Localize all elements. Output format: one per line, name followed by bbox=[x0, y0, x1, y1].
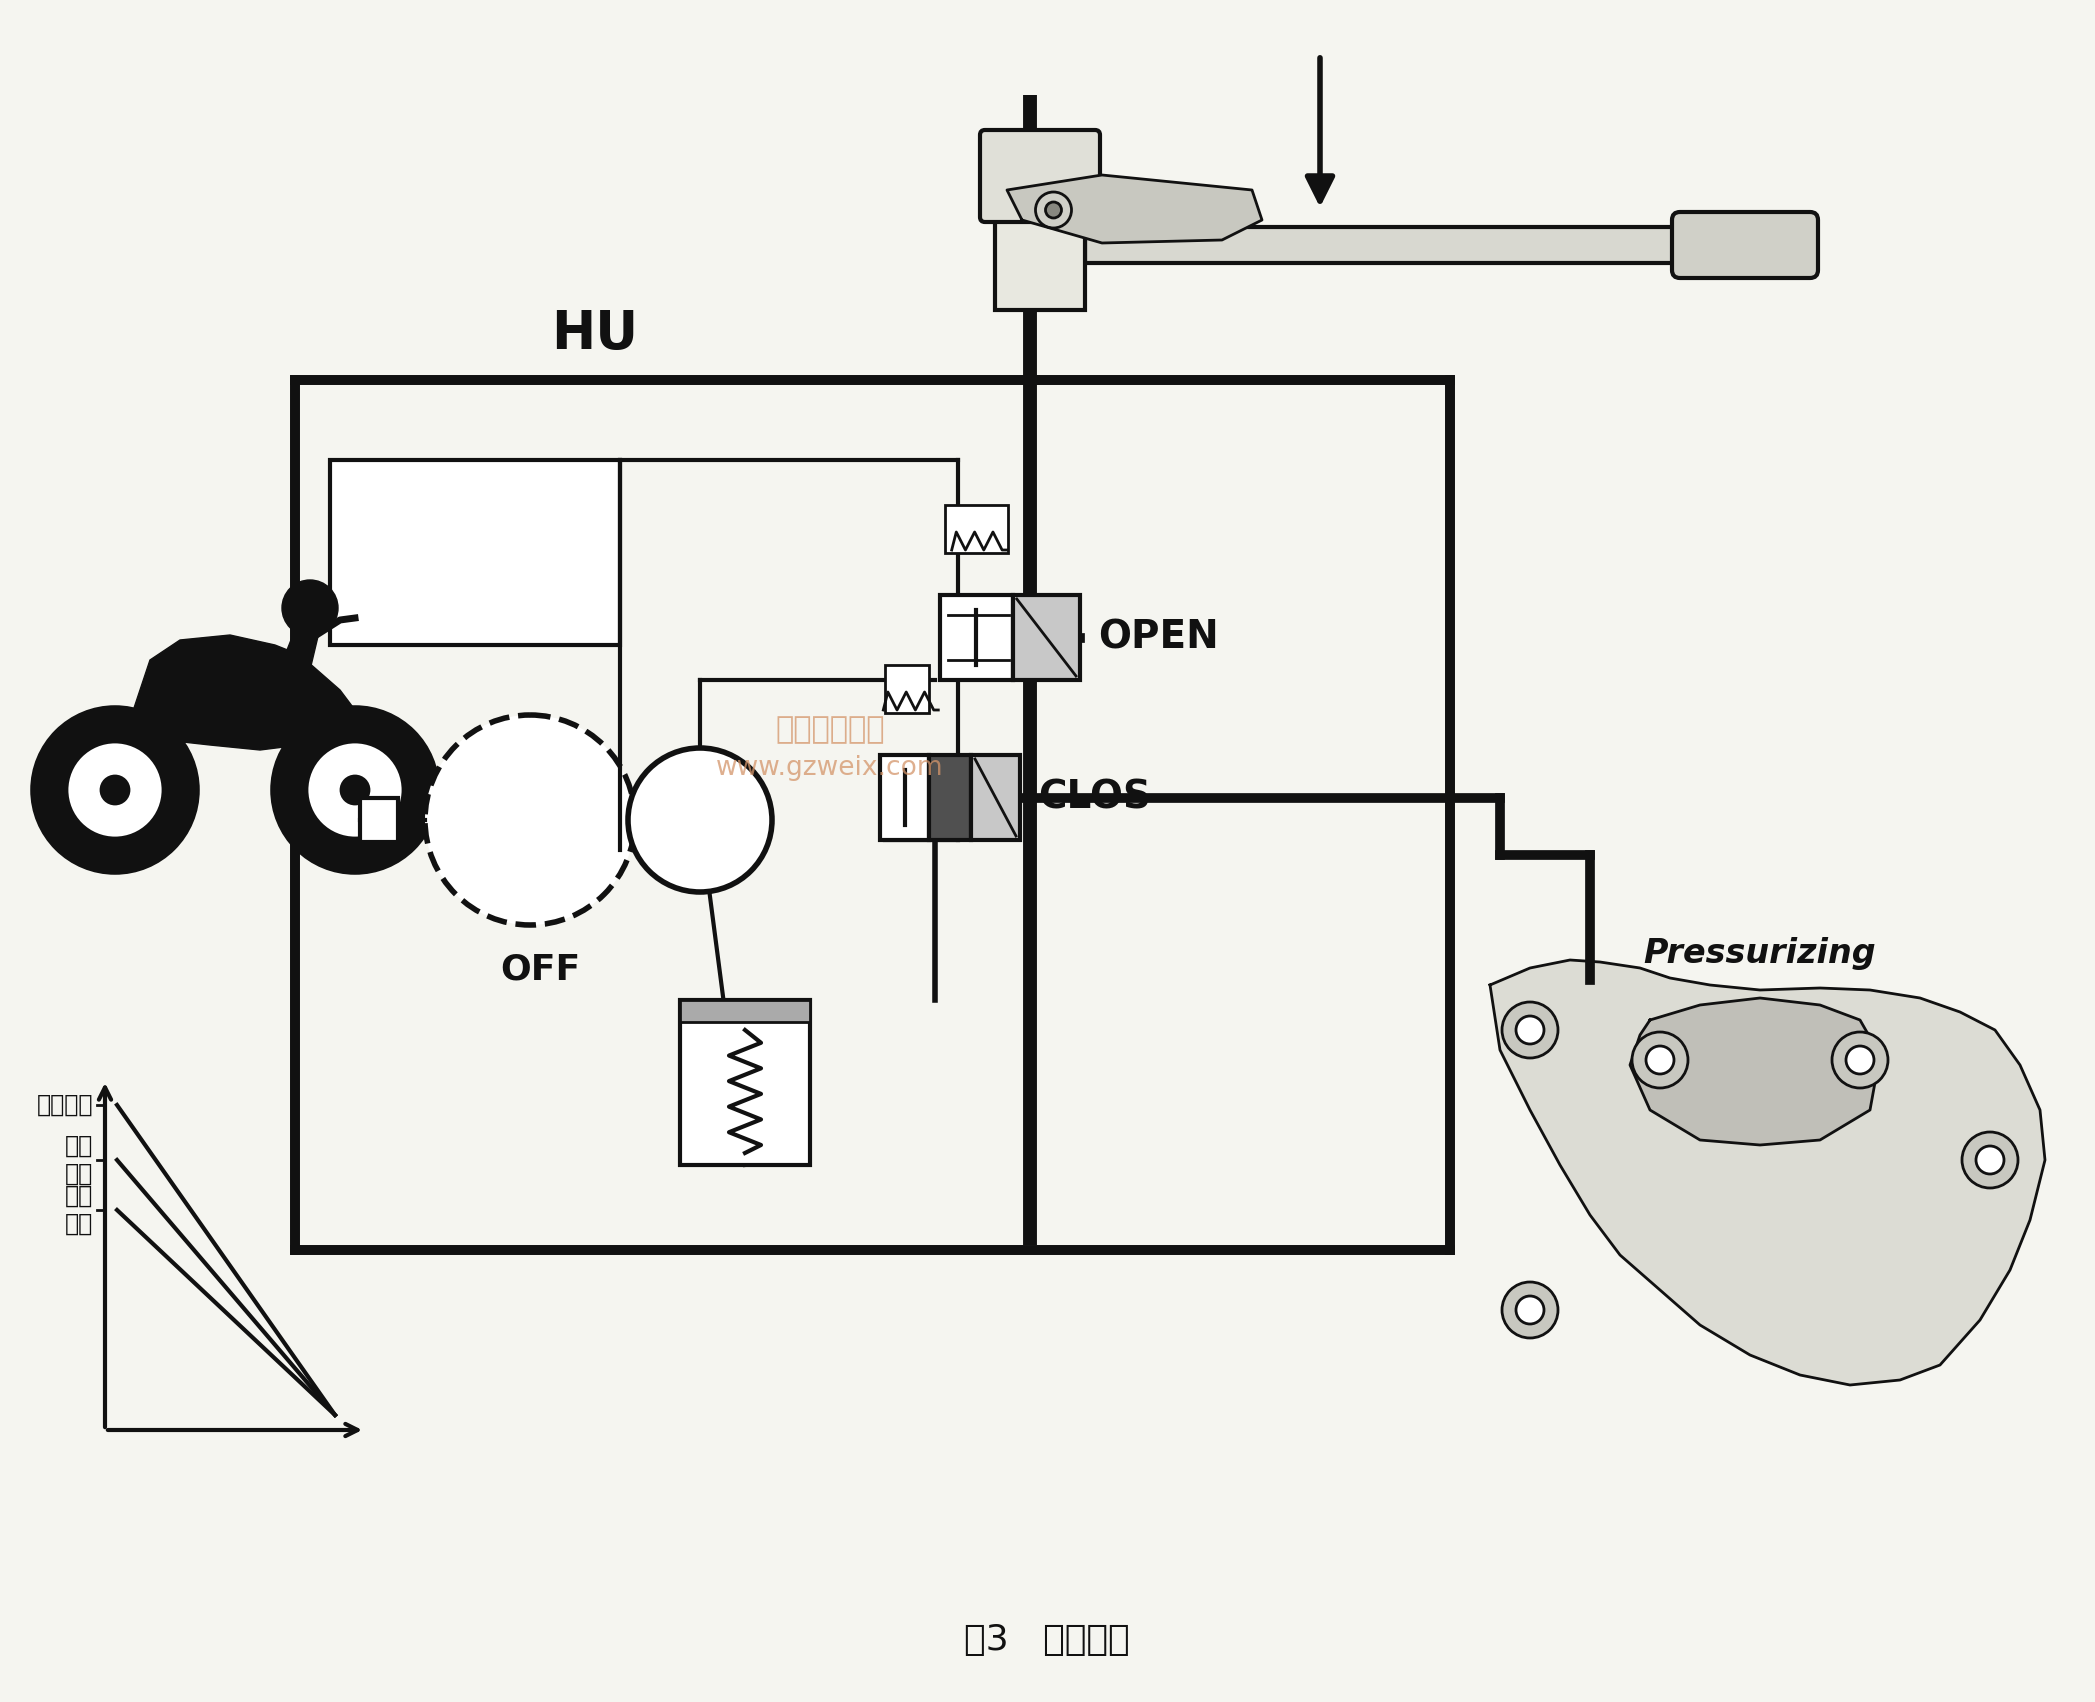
Circle shape bbox=[1035, 192, 1071, 228]
Circle shape bbox=[1976, 1145, 2005, 1174]
Polygon shape bbox=[130, 635, 354, 751]
Bar bbox=[360, 798, 398, 842]
Circle shape bbox=[1632, 1031, 1689, 1088]
Circle shape bbox=[1846, 1047, 1875, 1074]
Polygon shape bbox=[281, 628, 321, 681]
Text: ECU: ECU bbox=[429, 531, 522, 574]
Circle shape bbox=[34, 708, 197, 871]
Circle shape bbox=[308, 742, 402, 837]
Circle shape bbox=[425, 715, 635, 924]
Text: 图3   常规制动: 图3 常规制动 bbox=[964, 1624, 1129, 1658]
Text: OPEN: OPEN bbox=[1098, 618, 1219, 657]
Circle shape bbox=[1517, 1016, 1544, 1043]
Polygon shape bbox=[1630, 997, 1879, 1145]
Bar bbox=[880, 756, 928, 841]
Bar bbox=[331, 460, 620, 645]
Circle shape bbox=[272, 708, 438, 871]
Bar bbox=[884, 665, 928, 713]
FancyBboxPatch shape bbox=[980, 129, 1100, 221]
Bar bbox=[1085, 226, 1680, 264]
Text: CLOS: CLOS bbox=[1037, 778, 1150, 817]
Circle shape bbox=[628, 747, 771, 892]
Polygon shape bbox=[1490, 960, 2045, 1385]
Text: 卡钓
压力: 卡钓 压力 bbox=[65, 1185, 92, 1236]
Text: www.gzweix.com: www.gzweix.com bbox=[716, 756, 945, 781]
Text: 车轮
速度: 车轮 速度 bbox=[65, 1134, 92, 1186]
Circle shape bbox=[283, 580, 337, 637]
Bar bbox=[681, 1001, 811, 1164]
Text: 车体速度: 车体速度 bbox=[36, 1093, 92, 1117]
Circle shape bbox=[1647, 1047, 1674, 1074]
Text: Pressurizing: Pressurizing bbox=[1645, 938, 1877, 970]
Text: OFF: OFF bbox=[501, 953, 580, 987]
Bar bbox=[945, 505, 1008, 553]
Circle shape bbox=[101, 776, 130, 803]
Bar bbox=[681, 1001, 811, 1021]
Bar bbox=[941, 596, 1012, 681]
Circle shape bbox=[1963, 1132, 2017, 1188]
Circle shape bbox=[67, 742, 163, 837]
Bar bbox=[928, 756, 970, 841]
Circle shape bbox=[1502, 1282, 1559, 1338]
Bar bbox=[1012, 596, 1081, 681]
Circle shape bbox=[1045, 203, 1062, 218]
Bar bbox=[970, 756, 1020, 841]
Circle shape bbox=[1517, 1295, 1544, 1324]
Text: HU: HU bbox=[551, 308, 639, 361]
FancyBboxPatch shape bbox=[1672, 213, 1818, 277]
Bar bbox=[295, 380, 1450, 1249]
Circle shape bbox=[341, 776, 369, 803]
Text: 精通维修下载: 精通维修下载 bbox=[775, 715, 884, 744]
Polygon shape bbox=[1008, 175, 1261, 243]
Circle shape bbox=[1502, 1002, 1559, 1059]
Circle shape bbox=[1831, 1031, 1888, 1088]
FancyBboxPatch shape bbox=[995, 214, 1085, 310]
Polygon shape bbox=[159, 659, 310, 730]
